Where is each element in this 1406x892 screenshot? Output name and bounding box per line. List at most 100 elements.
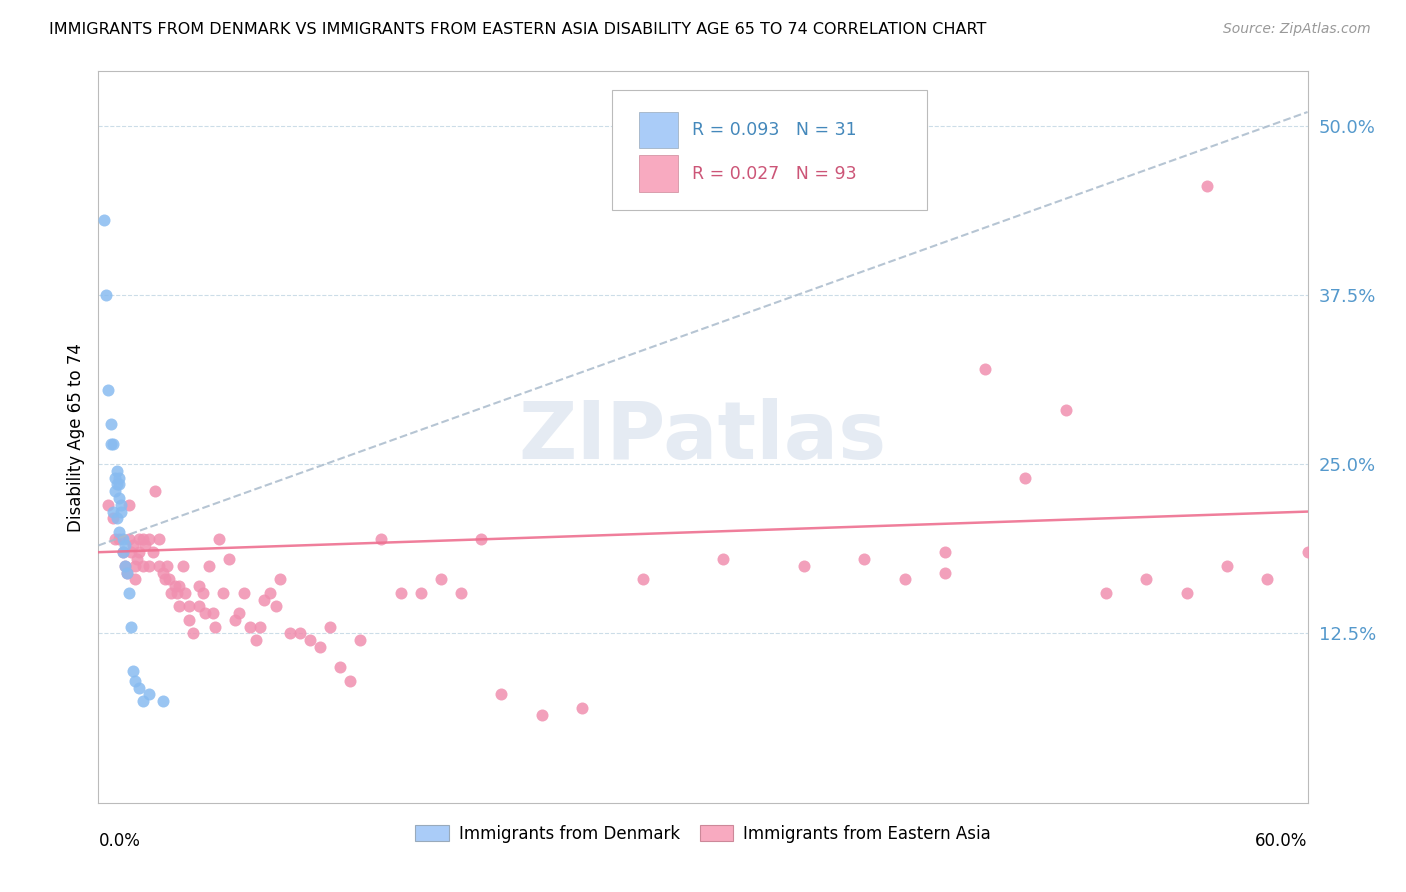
Point	[218, 552, 240, 566]
Point	[111, 545, 134, 559]
Point	[711, 552, 734, 566]
Point	[329, 660, 352, 674]
Point	[631, 572, 654, 586]
Point	[349, 633, 371, 648]
Point	[107, 491, 129, 505]
Point	[118, 586, 141, 600]
Point	[124, 673, 146, 688]
Point	[93, 213, 115, 227]
Text: R = 0.027   N = 93: R = 0.027 N = 93	[692, 165, 856, 183]
Point	[97, 498, 120, 512]
Point	[105, 511, 128, 525]
Point	[249, 620, 271, 634]
Point	[115, 566, 138, 580]
Point	[208, 532, 231, 546]
Point	[239, 620, 262, 634]
Point	[1256, 572, 1278, 586]
Point	[188, 579, 211, 593]
Point	[853, 552, 876, 566]
Point	[152, 694, 174, 708]
Point	[103, 471, 125, 485]
Point	[121, 665, 143, 679]
Point	[148, 532, 170, 546]
Point	[124, 558, 146, 573]
Point	[152, 566, 174, 580]
Point	[179, 599, 201, 614]
Point	[319, 620, 342, 634]
Point	[181, 626, 204, 640]
Point	[97, 383, 120, 397]
Point	[96, 288, 118, 302]
Text: ZIPatlas: ZIPatlas	[519, 398, 887, 476]
Text: IMMIGRANTS FROM DENMARK VS IMMIGRANTS FROM EASTERN ASIA DISABILITY AGE 65 TO 74 : IMMIGRANTS FROM DENMARK VS IMMIGRANTS FR…	[49, 22, 987, 37]
Point	[212, 586, 235, 600]
Point	[228, 606, 250, 620]
Point	[120, 545, 142, 559]
FancyBboxPatch shape	[638, 155, 678, 192]
Point	[107, 532, 129, 546]
Point	[111, 532, 134, 546]
Point	[288, 626, 311, 640]
Point	[128, 681, 150, 695]
Point	[105, 477, 128, 491]
Point	[232, 586, 254, 600]
Point	[132, 532, 155, 546]
Point	[194, 606, 217, 620]
Point	[100, 437, 122, 451]
Legend: Immigrants from Denmark, Immigrants from Eastern Asia: Immigrants from Denmark, Immigrants from…	[409, 818, 997, 849]
Point	[934, 545, 956, 559]
Point	[124, 572, 146, 586]
Point	[107, 471, 129, 485]
Point	[118, 498, 141, 512]
Point	[153, 572, 176, 586]
Point	[138, 532, 160, 546]
Text: 60.0%: 60.0%	[1256, 832, 1308, 850]
Point	[157, 572, 180, 586]
Point	[179, 613, 201, 627]
Point	[160, 586, 183, 600]
Point	[105, 464, 128, 478]
Point	[1014, 471, 1036, 485]
Point	[100, 417, 122, 431]
Text: 0.0%: 0.0%	[98, 832, 141, 850]
Point	[128, 545, 150, 559]
Point	[1175, 586, 1198, 600]
FancyBboxPatch shape	[613, 90, 927, 211]
Point	[163, 579, 186, 593]
Point	[167, 579, 190, 593]
Point	[530, 707, 553, 722]
Point	[1135, 572, 1157, 586]
Point	[148, 558, 170, 573]
Point	[132, 694, 155, 708]
Point	[166, 586, 188, 600]
Point	[156, 558, 179, 573]
Point	[198, 558, 221, 573]
Point	[470, 532, 492, 546]
Point	[278, 626, 301, 640]
Point	[269, 572, 291, 586]
Point	[167, 599, 190, 614]
Point	[571, 701, 593, 715]
Point	[450, 586, 472, 600]
Y-axis label: Disability Age 65 to 74: Disability Age 65 to 74	[66, 343, 84, 532]
Point	[193, 586, 215, 600]
Point	[370, 532, 392, 546]
Point	[103, 532, 125, 546]
Point	[409, 586, 432, 600]
Point	[143, 484, 166, 499]
Point	[188, 599, 211, 614]
Point	[110, 505, 132, 519]
Point	[339, 673, 361, 688]
Point	[172, 558, 194, 573]
Point	[138, 558, 160, 573]
Point	[224, 613, 246, 627]
Point	[934, 566, 956, 580]
Point	[245, 633, 267, 648]
FancyBboxPatch shape	[638, 112, 678, 148]
Point	[142, 545, 165, 559]
Point	[491, 688, 513, 702]
Point	[264, 599, 287, 614]
Point	[134, 538, 156, 552]
Text: R = 0.093   N = 31: R = 0.093 N = 31	[692, 121, 856, 139]
Point	[1095, 586, 1118, 600]
